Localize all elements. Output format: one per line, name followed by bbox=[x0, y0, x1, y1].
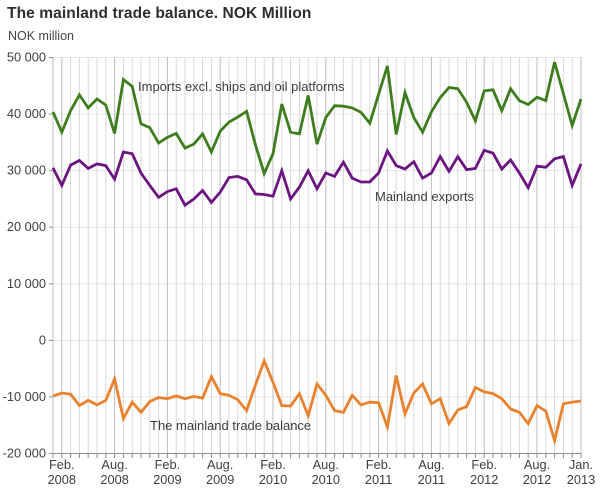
y-axis-tick-labels: 50 000 40 000 30 000 20 000 10 000 0 -10 000 -2… bbox=[3, 50, 46, 461]
x-tick-label: Feb. 2012 bbox=[470, 457, 498, 487]
series-label-balance-line: The mainland trade balance bbox=[150, 418, 311, 433]
x-tick-label: Jan. 2013 bbox=[567, 457, 595, 487]
x-tick-label: Aug. 2011 bbox=[418, 457, 446, 487]
series-label-exports-line: Mainland exports bbox=[375, 189, 474, 204]
series-annotations: Imports excl. ships and oil platforms Mai… bbox=[138, 79, 474, 433]
y-tick-label: 50 000 bbox=[7, 50, 46, 65]
vertical-gridlines bbox=[52, 57, 582, 453]
y-tick-label: 30 000 bbox=[7, 163, 46, 178]
axes bbox=[49, 57, 582, 458]
exports-line bbox=[51, 147, 583, 208]
x-tick-label: Aug. 2008 bbox=[100, 457, 128, 487]
x-tick-label: Aug. 2010 bbox=[312, 457, 340, 487]
y-axis-title: NOK million bbox=[8, 29, 74, 43]
x-axis-tick-labels: Feb. 2008 Aug. 2008 Feb. 2009 Aug. 2009 Feb. 2010… bbox=[48, 457, 596, 487]
y-tick-label: 20 000 bbox=[7, 219, 46, 234]
chart-title: The mainland trade balance. NOK Million bbox=[7, 5, 312, 22]
x-tick-label: Feb. 2009 bbox=[153, 457, 181, 487]
imports-line bbox=[51, 61, 583, 178]
x-tick-label: Feb. 2011 bbox=[365, 457, 393, 487]
y-tick-label: 40 000 bbox=[7, 106, 46, 121]
y-tick-label: 0 bbox=[39, 332, 46, 347]
x-tick-label: Aug. 2009 bbox=[206, 457, 234, 487]
x-tick-label: Feb. 2010 bbox=[259, 457, 287, 487]
series-label-imports-line: Imports excl. ships and oil platforms bbox=[138, 79, 345, 94]
x-tick-label: Aug. 2012 bbox=[523, 457, 551, 487]
x-tick-label: Feb. 2008 bbox=[48, 457, 76, 487]
y-tick-label: -20 000 bbox=[3, 446, 46, 461]
y-tick-label: -10 000 bbox=[3, 389, 46, 404]
balance-line bbox=[52, 356, 582, 446]
y-tick-label: 10 000 bbox=[7, 276, 46, 291]
